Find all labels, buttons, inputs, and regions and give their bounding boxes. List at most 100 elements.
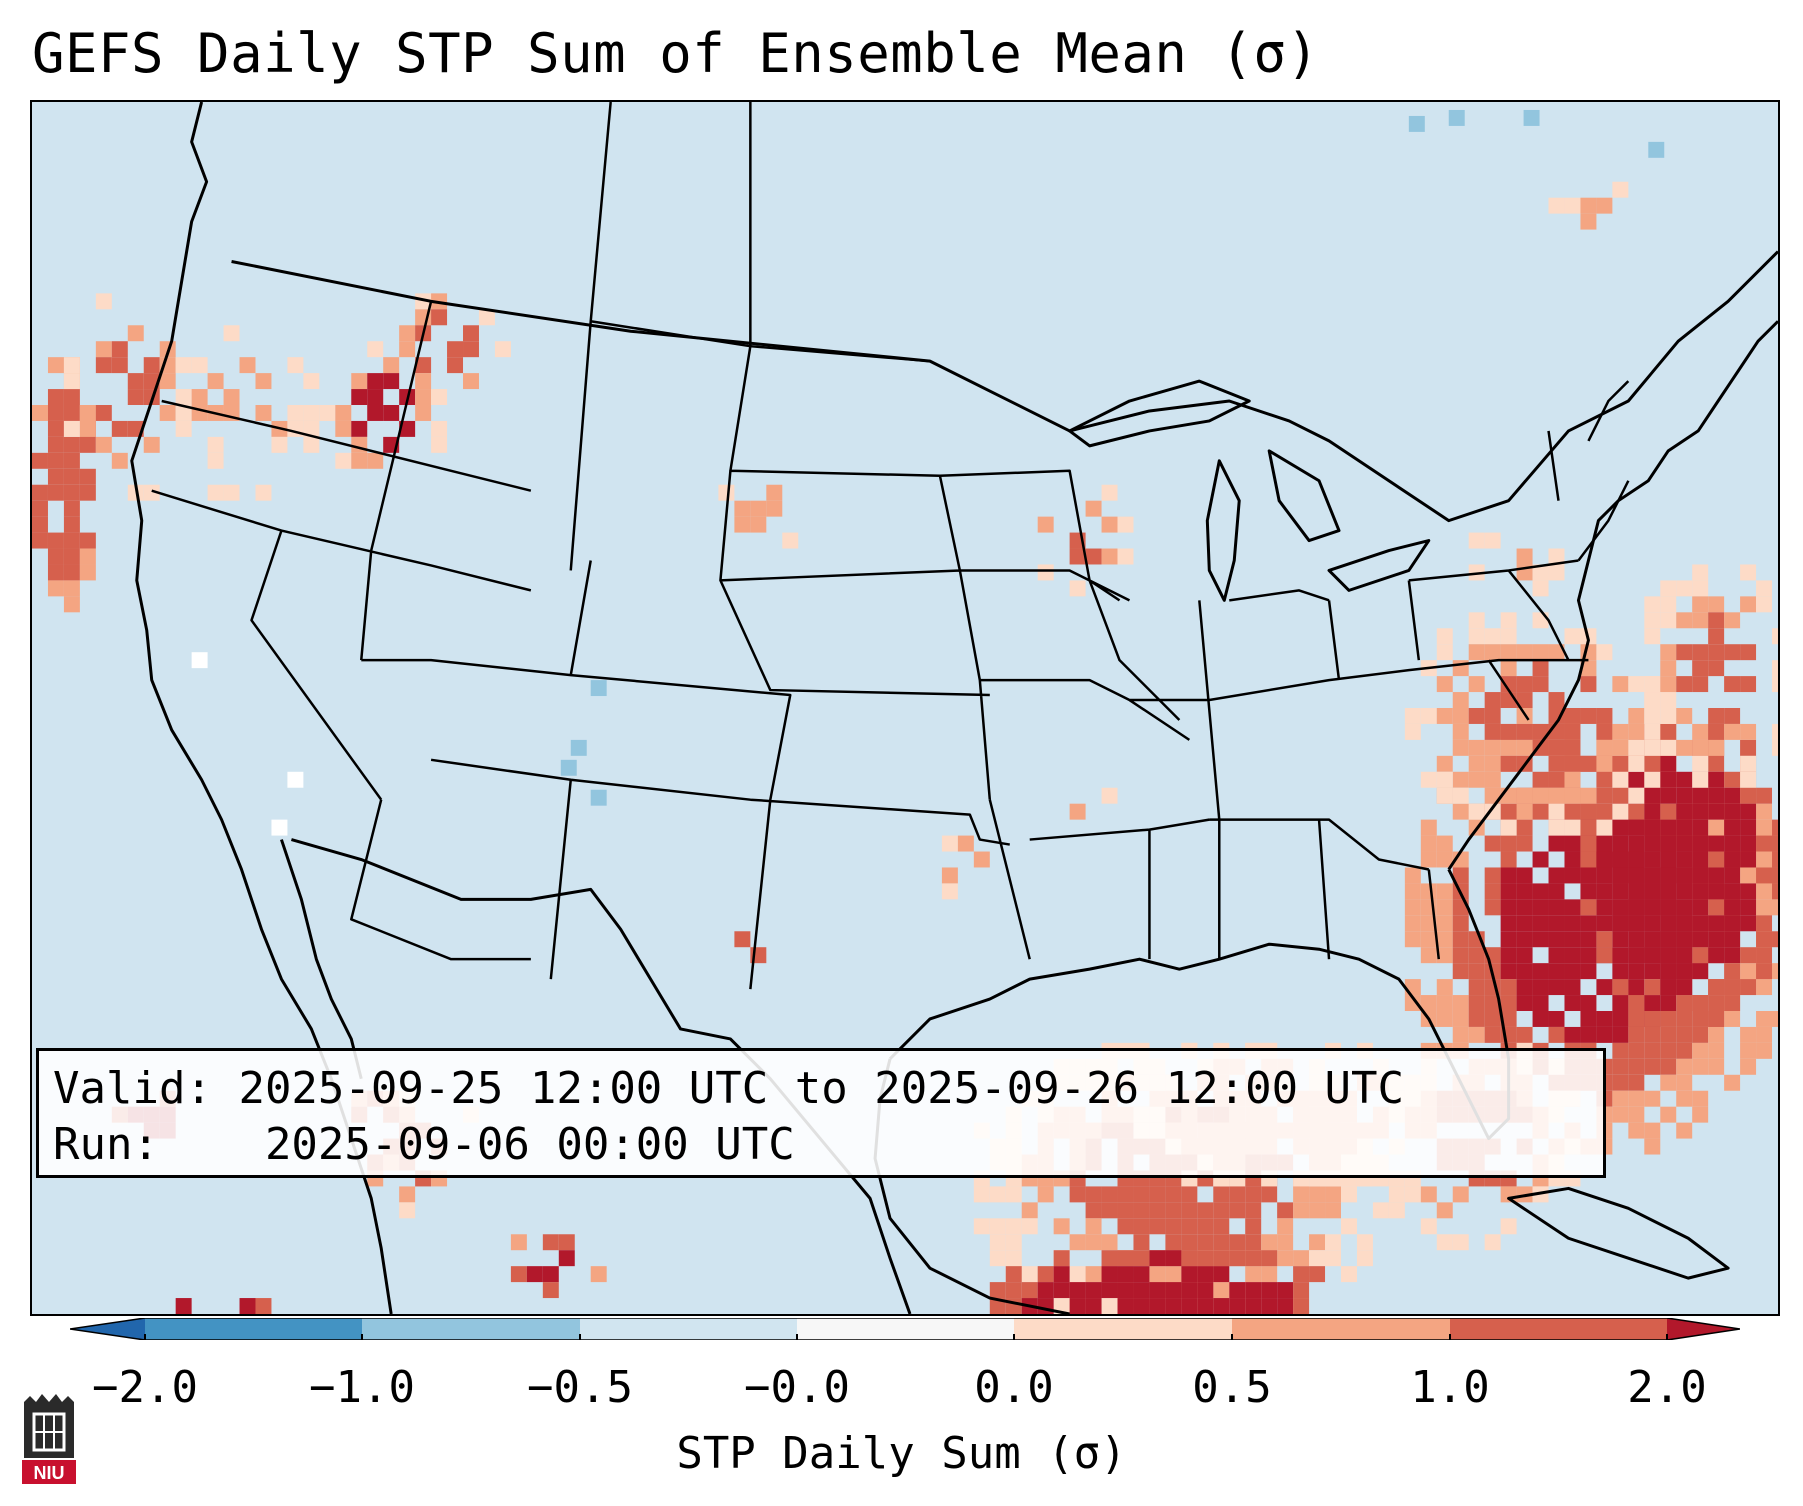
stp-cell [1533, 963, 1549, 979]
stp-cell [1644, 931, 1660, 947]
stp-cell [1469, 533, 1485, 549]
stp-cell [1181, 1298, 1197, 1314]
stp-cell [1676, 804, 1692, 820]
stp-cell [48, 580, 64, 596]
stp-cell [1437, 915, 1453, 931]
stp-cell [1245, 1250, 1261, 1266]
stp-cell [1724, 612, 1740, 628]
stp-cell [1517, 724, 1533, 740]
stp-cell-negative [561, 760, 577, 776]
stp-cell [974, 1218, 990, 1234]
stp-cell [990, 1234, 1006, 1250]
stp-cell [1708, 724, 1724, 740]
stp-cell [1756, 963, 1772, 979]
stp-cell [463, 373, 479, 389]
stp-cell [1740, 1059, 1756, 1075]
stp-cell [1724, 963, 1740, 979]
stp-cell [1549, 692, 1565, 708]
stp-cell [1517, 867, 1533, 883]
stp-cell [1740, 915, 1756, 931]
stp-cell [128, 389, 144, 405]
lake-erie [1329, 541, 1429, 591]
stp-cell [1612, 724, 1628, 740]
stp-cell [1756, 820, 1772, 836]
stp-cell [1628, 676, 1644, 692]
stp-cell [1549, 979, 1565, 995]
stp-cell [1772, 852, 1778, 868]
stp-cell [1756, 883, 1772, 899]
stp-cell [1596, 899, 1612, 915]
stp-cell [1517, 1027, 1533, 1043]
stp-cell [431, 389, 447, 405]
stp-cell-negative [1648, 142, 1664, 158]
stp-cell [1740, 788, 1756, 804]
stp-cell [1564, 915, 1580, 931]
stp-cell [1070, 804, 1086, 820]
stp-cell [1596, 708, 1612, 724]
stp-cell [1644, 804, 1660, 820]
stp-cell [176, 1298, 192, 1314]
stp-cell [1549, 963, 1565, 979]
stp-cell [1676, 644, 1692, 660]
stp-cell [303, 405, 319, 421]
stp-cell [383, 405, 399, 421]
stp-cell [112, 421, 128, 437]
stp-cell [1644, 612, 1660, 628]
stp-cell [1676, 1075, 1692, 1091]
stp-cell [1580, 852, 1596, 868]
stp-cell [1564, 820, 1580, 836]
stp-cell [1580, 915, 1596, 931]
stp-cell [1756, 788, 1772, 804]
stp-cell [224, 325, 240, 341]
stp-cell [1580, 1027, 1596, 1043]
stp-cell [1676, 820, 1692, 836]
stp-cell [1612, 963, 1628, 979]
stp-cell [1692, 564, 1708, 580]
stp-cell [1676, 963, 1692, 979]
stp-cell [1485, 740, 1501, 756]
stp-cell [1644, 1027, 1660, 1043]
stp-cell [351, 389, 367, 405]
stp-cell [1309, 1266, 1325, 1282]
stp-cell [1517, 883, 1533, 899]
stp-cell-negative [591, 680, 607, 696]
stp-cell [1453, 947, 1469, 963]
stp-cell [48, 453, 64, 469]
stp-cell [1596, 931, 1612, 947]
stp-cell [1596, 820, 1612, 836]
stp-cell [1660, 724, 1676, 740]
stp-cell [1692, 580, 1708, 596]
stp-cell [1533, 852, 1549, 868]
stp-cell [1564, 836, 1580, 852]
stp-cell [1756, 804, 1772, 820]
stp-cell [96, 437, 112, 453]
stp-cell [96, 405, 112, 421]
stp-cell [1660, 804, 1676, 820]
stp-cell [1086, 1186, 1102, 1202]
stp-cell [1660, 963, 1676, 979]
stp-cell [1086, 501, 1102, 517]
stp-cell [1644, 756, 1660, 772]
stp-cell [1628, 772, 1644, 788]
stp-cell [1022, 1282, 1038, 1298]
stp-cell [1181, 1282, 1197, 1298]
stp-cell [1070, 580, 1086, 596]
stp-cell [1612, 756, 1628, 772]
stp-cell [734, 517, 750, 533]
stp-cell [1628, 995, 1644, 1011]
stp-cell [1596, 788, 1612, 804]
stp-cell [32, 517, 48, 533]
stp-cell [1676, 1011, 1692, 1027]
stp-cell [48, 405, 64, 421]
stp-cell [1373, 1202, 1389, 1218]
stp-cell [383, 357, 399, 373]
stp-cell [1692, 1011, 1708, 1027]
stp-cell [32, 533, 48, 549]
stp-cell [1692, 676, 1708, 692]
stp-cell [1692, 756, 1708, 772]
stp-cell [1612, 740, 1628, 756]
stp-cell [1724, 899, 1740, 915]
stp-cell [1692, 820, 1708, 836]
stp-cell [1708, 660, 1724, 676]
stp-cell [1708, 836, 1724, 852]
